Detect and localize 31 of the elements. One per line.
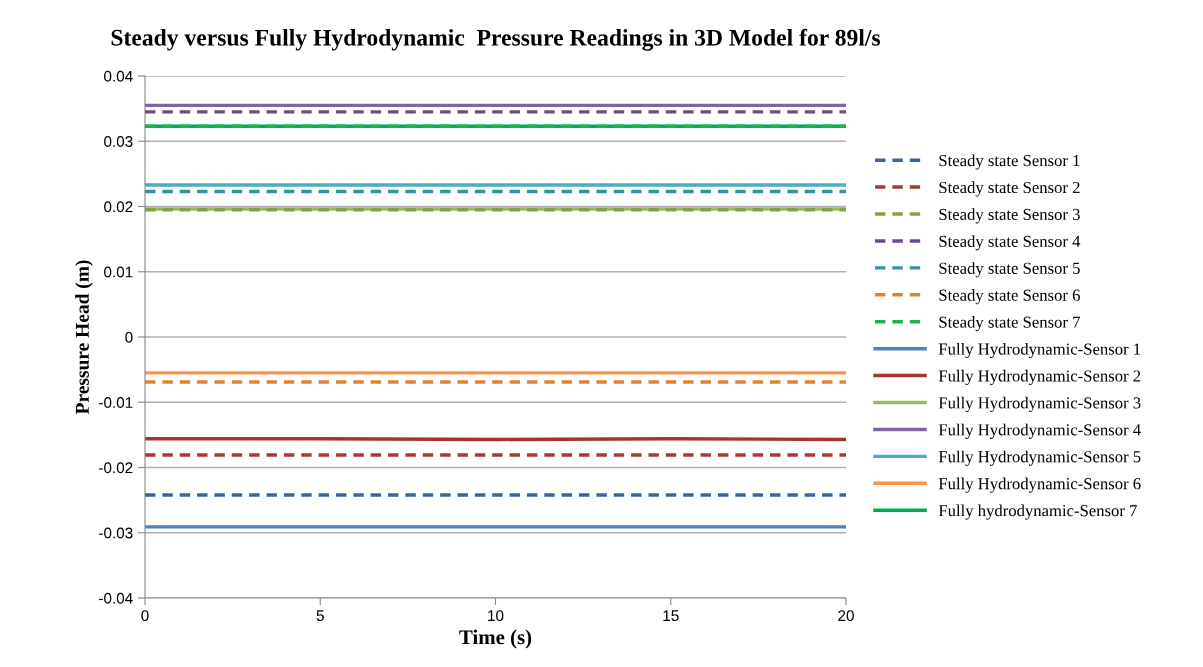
y-tick-label: 0.01 <box>104 266 133 278</box>
x-tick-label: 0 <box>141 610 149 622</box>
legend-label: Steady state Sensor 1 <box>939 154 1080 170</box>
legend-label: Fully Hydrodynamic-Sensor 3 <box>938 396 1141 412</box>
y-tick-label: 0.02 <box>104 201 133 213</box>
legend-label: Steady state Sensor 7 <box>939 316 1080 332</box>
y-tick-label: -0.02 <box>99 462 133 474</box>
legend-label: Fully Hydrodynamic-Sensor 6 <box>938 477 1141 493</box>
x-tick-label: 15 <box>663 610 679 622</box>
legend-label: Fully Hydrodynamic-Sensor 5 <box>938 450 1141 466</box>
x-tick-label: 10 <box>488 610 504 622</box>
x-tick-label: 5 <box>316 610 324 622</box>
legend-label: Fully Hydrodynamic-Sensor 2 <box>938 369 1141 386</box>
legend-label: Fully Hydrodynamic-Sensor 1 <box>938 342 1141 359</box>
y-tick-label: -0.01 <box>99 397 133 408</box>
y-tick-label: -0.03 <box>99 527 133 539</box>
legend-label: Steady state Sensor 2 <box>939 181 1080 197</box>
chart-title: Steady versus Fully Hydrodynamic Pressure Readings in 3D Model for 89l/s <box>111 28 881 51</box>
legend-label: Fully Hydrodynamic-Sensor 4 <box>938 423 1141 439</box>
y-tick-label: 0.03 <box>104 136 133 147</box>
legend-label: Fully hydrodynamic-Sensor 7 <box>938 504 1137 520</box>
x-axis-title: Time (s) <box>459 629 532 649</box>
legend-label: Steady state Sensor 6 <box>939 289 1080 305</box>
x-tick-label: 20 <box>838 610 854 622</box>
y-axis-title: Pressure Head (m) <box>75 260 93 415</box>
y-tick-label: 0 <box>125 331 133 343</box>
legend-label: Steady state Sensor 4 <box>939 235 1081 251</box>
y-tick-label: -0.04 <box>99 592 133 604</box>
legend-label: Steady state Sensor 3 <box>939 208 1080 224</box>
legend-label: Steady state Sensor 5 <box>939 262 1080 278</box>
y-tick-label: 0.04 <box>104 70 133 82</box>
